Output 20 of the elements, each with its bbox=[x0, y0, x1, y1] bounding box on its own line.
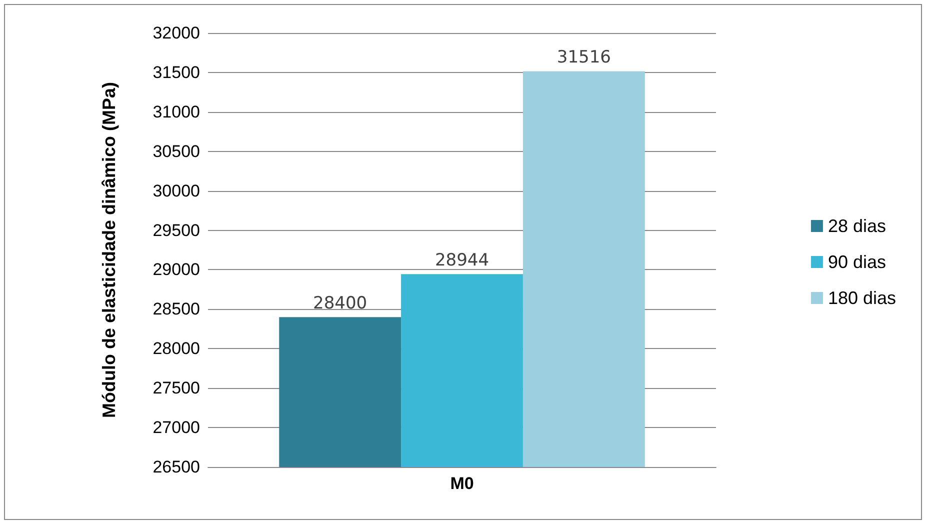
y-tick-label: 30500 bbox=[152, 142, 200, 161]
y-axis-title: Módulo de elasticidade dinâmico (MPa) bbox=[99, 82, 119, 418]
y-tick-label: 31000 bbox=[152, 102, 200, 122]
legend-label: 90 dias bbox=[828, 252, 886, 272]
legend-label: 28 dias bbox=[828, 216, 886, 236]
y-tick-label: 29500 bbox=[152, 220, 200, 240]
y-tick-label: 32000 bbox=[152, 24, 200, 42]
data-label: 28944 bbox=[434, 250, 490, 271]
y-tick-label: 30000 bbox=[152, 181, 200, 200]
y-tick-label: 29000 bbox=[152, 260, 200, 280]
data-label: 28400 bbox=[313, 294, 368, 314]
y-tick-label: 26500 bbox=[152, 458, 200, 476]
y-tick-label: 28500 bbox=[152, 300, 200, 319]
legend-label: 180 dias bbox=[828, 288, 896, 308]
data-label: 31516 bbox=[556, 48, 611, 68]
x-tick-label: M0 bbox=[450, 474, 474, 493]
y-tick-label: 31500 bbox=[152, 62, 200, 82]
y-tick-label: 28000 bbox=[152, 339, 200, 358]
y-tick-label: 27500 bbox=[152, 378, 200, 398]
y-tick-label: 27000 bbox=[152, 418, 200, 438]
